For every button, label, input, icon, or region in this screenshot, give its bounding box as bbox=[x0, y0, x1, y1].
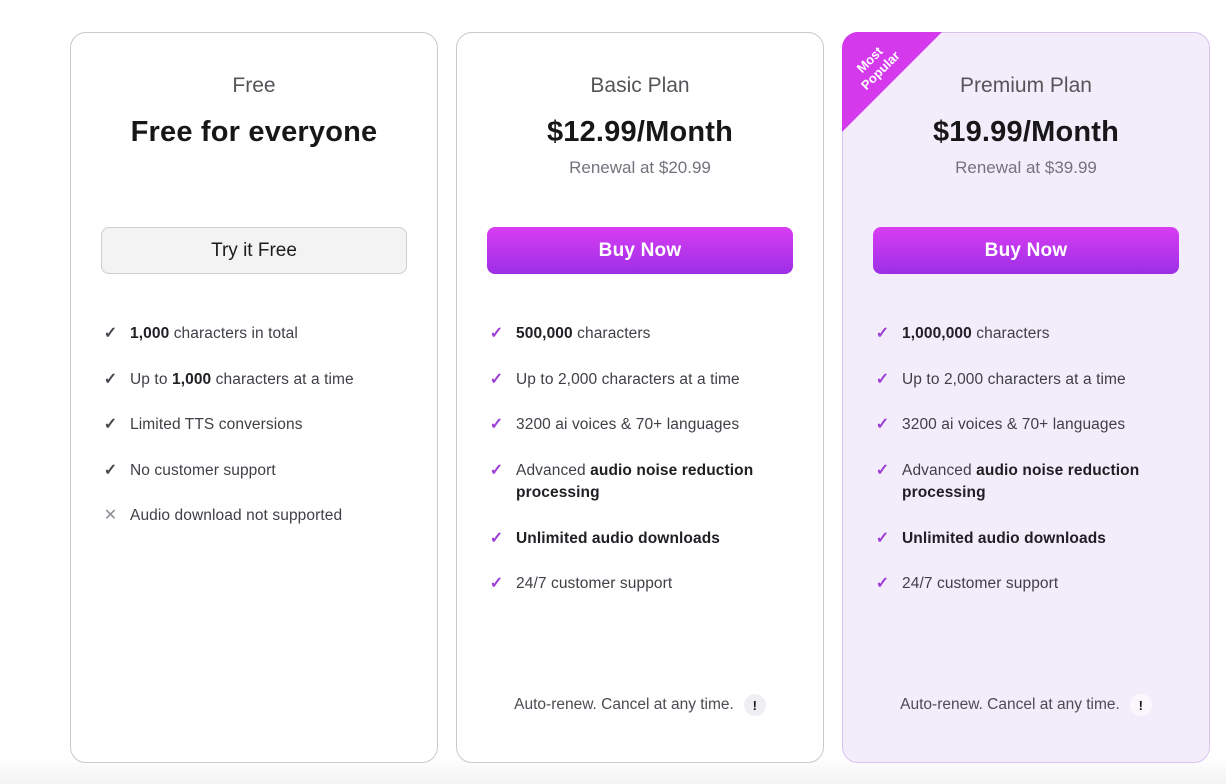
plan-header: Basic Plan $12.99/Month Renewal at $20.9… bbox=[487, 33, 793, 227]
feature-text: 3200 ai voices & 70+ languages bbox=[902, 416, 1126, 433]
auto-renew-note: Auto-renew. Cancel at any time. ! bbox=[457, 694, 823, 716]
feature-item: ✓ Advanced audio noise reduction processi… bbox=[873, 460, 1179, 505]
exclamation-icon[interactable]: ! bbox=[743, 694, 766, 716]
feature-item: ✓ 3200 ai voices & 70+ languages bbox=[873, 414, 1179, 437]
check-icon: ✓ bbox=[875, 461, 890, 479]
feature-item: ✓ 24/7 customer support bbox=[873, 573, 1179, 596]
plan-title: Premium Plan bbox=[960, 74, 1092, 97]
check-icon: ✓ bbox=[875, 416, 890, 433]
feature-list: ✓ 1,000,000 characters ✓ Up to 2,000 charac… bbox=[873, 323, 1179, 596]
check-icon: ✓ bbox=[875, 325, 890, 342]
check-icon: ✓ bbox=[103, 370, 118, 388]
plan-header: Free Free for everyone bbox=[101, 33, 407, 227]
feature-text: 24/7 customer support bbox=[516, 575, 673, 592]
check-icon: ✓ bbox=[875, 529, 890, 547]
feature-text: Unlimited audio downloads bbox=[516, 529, 720, 547]
check-icon: ✓ bbox=[103, 416, 118, 433]
feature-text: Audio download not supported bbox=[130, 507, 343, 524]
feature-text: 24/7 customer support bbox=[902, 575, 1059, 592]
feature-item: ✓ 24/7 customer support bbox=[487, 573, 793, 596]
check-icon: ✓ bbox=[875, 370, 890, 388]
plan-price: Free for everyone bbox=[130, 116, 378, 148]
feature-text: 3200 ai voices & 70+ languages bbox=[516, 416, 740, 433]
feature-item: ✓ Unlimited audio downloads bbox=[487, 528, 793, 551]
note-text: Auto-renew. Cancel at any time. bbox=[514, 696, 734, 713]
feature-text: Up to 2,000 characters at a time bbox=[902, 370, 1126, 388]
feature-item: ✕ Audio download not supported bbox=[101, 505, 407, 528]
buy-now-button[interactable]: Buy Now bbox=[487, 227, 793, 274]
feature-item: ✓ Advanced audio noise reduction processi… bbox=[487, 460, 793, 505]
feature-text: Limited TTS conversions bbox=[130, 416, 303, 433]
feature-item: ✓ 1,000,000 characters bbox=[873, 323, 1179, 346]
feature-text: Advanced audio noise reduction processin… bbox=[516, 461, 754, 502]
buy-now-button[interactable]: Buy Now bbox=[873, 227, 1179, 274]
check-icon: ✓ bbox=[103, 325, 118, 342]
feature-text: No customer support bbox=[130, 461, 276, 479]
feature-list: ✓ 500,000 characters ✓ Up to 2,000 characte… bbox=[487, 323, 793, 596]
plan-header: Premium Plan $19.99/Month Renewal at $39… bbox=[873, 33, 1179, 227]
plan-card-free: Free Free for everyone Try it Free ✓ 1,00… bbox=[70, 32, 438, 763]
auto-renew-note: Auto-renew. Cancel at any time. ! bbox=[843, 694, 1209, 716]
try-it-free-button[interactable]: Try it Free bbox=[101, 227, 407, 274]
check-icon: ✓ bbox=[489, 529, 504, 547]
feature-item: ✓ Limited TTS conversions bbox=[101, 414, 407, 437]
check-icon: ✓ bbox=[489, 575, 504, 592]
feature-text: Up to 2,000 characters at a time bbox=[516, 370, 740, 388]
note-text: Auto-renew. Cancel at any time. bbox=[900, 696, 1120, 713]
feature-item: ✓ 500,000 characters bbox=[487, 323, 793, 346]
feature-text: Up to 1,000 characters at a time bbox=[130, 370, 354, 388]
plan-renewal: Renewal at $39.99 bbox=[955, 158, 1097, 177]
feature-item: ✓ No customer support bbox=[101, 460, 407, 483]
exclamation-icon[interactable]: ! bbox=[1129, 694, 1152, 716]
plan-card-premium: Most Popular Premium Plan $19.99/Month R… bbox=[842, 32, 1210, 763]
plan-price: $19.99/Month bbox=[932, 116, 1120, 148]
feature-text: 500,000 characters bbox=[516, 325, 651, 342]
check-icon: ✓ bbox=[489, 370, 504, 388]
pricing-row: Free Free for everyone Try it Free ✓ 1,00… bbox=[70, 32, 1210, 763]
check-icon: ✓ bbox=[489, 461, 504, 479]
feature-text: 1,000,000 characters bbox=[902, 325, 1050, 342]
check-icon: ✓ bbox=[489, 416, 504, 433]
plan-price: $12.99/Month bbox=[546, 116, 734, 148]
check-icon: ✓ bbox=[875, 575, 890, 592]
feature-item: ✓ Up to 2,000 characters at a time bbox=[487, 369, 793, 392]
plan-card-basic: Basic Plan $12.99/Month Renewal at $20.9… bbox=[456, 32, 824, 763]
plan-title: Basic Plan bbox=[590, 74, 690, 97]
feature-text: Advanced audio noise reduction processin… bbox=[902, 461, 1140, 502]
feature-item: ✓ 1,000 characters in total bbox=[101, 323, 407, 346]
plan-title: Free bbox=[232, 74, 276, 97]
plan-renewal: Renewal at $20.99 bbox=[569, 158, 711, 177]
feature-item: ✓ Unlimited audio downloads bbox=[873, 528, 1179, 551]
feature-item: ✓ Up to 2,000 characters at a time bbox=[873, 369, 1179, 392]
cross-icon: ✕ bbox=[103, 507, 118, 524]
feature-item: ✓ 3200 ai voices & 70+ languages bbox=[487, 414, 793, 437]
feature-item: ✓ Up to 1,000 characters at a time bbox=[101, 369, 407, 392]
check-icon: ✓ bbox=[103, 461, 118, 479]
feature-text: Unlimited audio downloads bbox=[902, 529, 1106, 547]
feature-list: ✓ 1,000 characters in total ✓ Up to 1,000 c… bbox=[101, 323, 407, 528]
feature-text: 1,000 characters in total bbox=[130, 325, 298, 342]
check-icon: ✓ bbox=[489, 325, 504, 342]
